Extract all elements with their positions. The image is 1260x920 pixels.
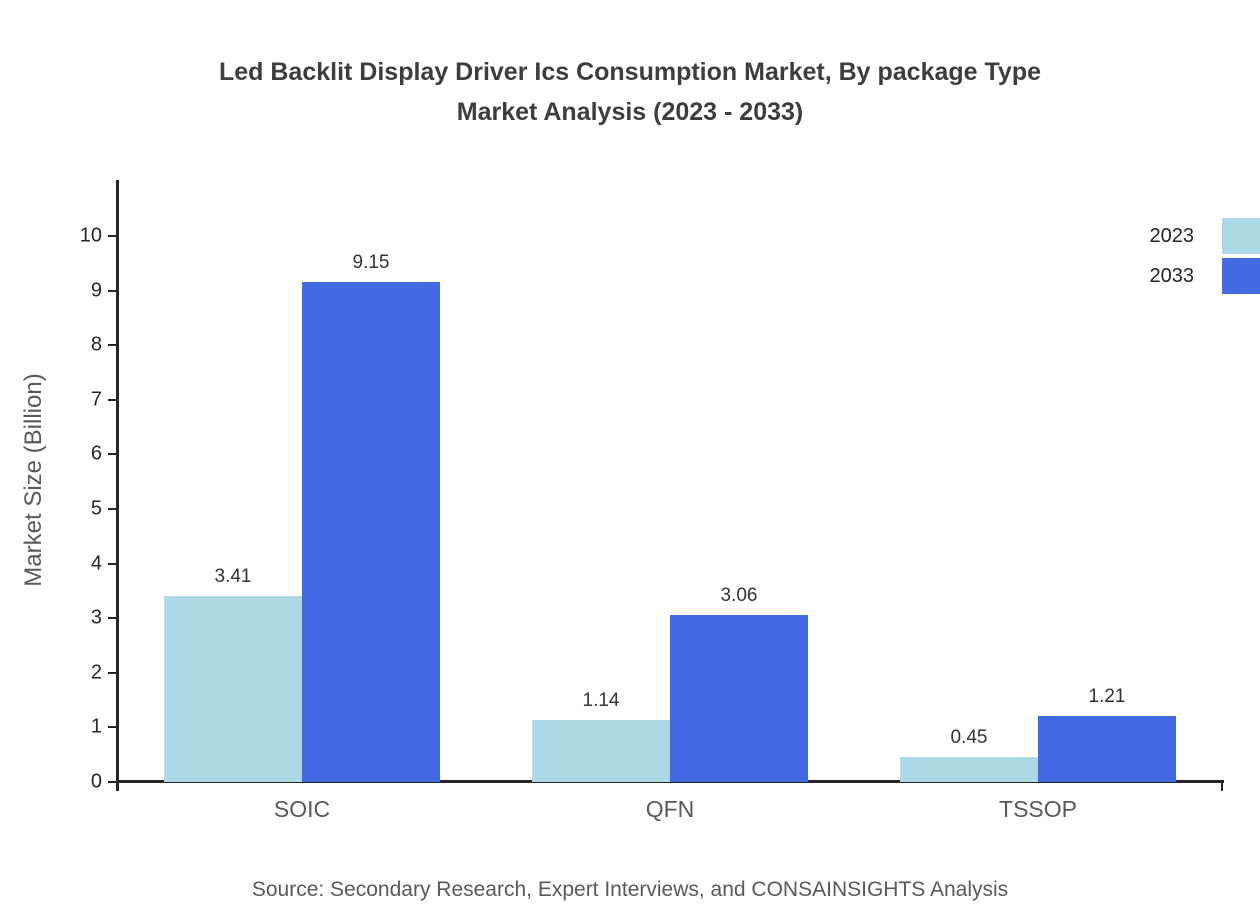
y-tick-label: 1 <box>90 715 102 738</box>
y-tick-mark <box>108 617 117 620</box>
x-category-label-soic: SOIC <box>273 796 331 822</box>
legend-label: 2033 <box>1149 264 1195 287</box>
y-tick-mark <box>108 344 117 347</box>
y-tick-label: 0 <box>90 770 102 793</box>
y-tick-label: 3 <box>90 606 102 629</box>
y-tick-mark <box>108 289 117 292</box>
y-tick-label: 8 <box>90 333 102 356</box>
y-tick-mark <box>108 671 117 674</box>
y-axis-line <box>116 180 119 791</box>
y-tick-mark <box>108 562 117 565</box>
y-tick-mark <box>108 453 117 456</box>
x-category-label-tssop: TSSOP <box>999 796 1077 822</box>
bar-value-label: 3.41 <box>214 565 252 587</box>
y-tick-label: 4 <box>90 552 102 575</box>
legend-swatch <box>1222 218 1260 254</box>
x-tick-mark <box>117 782 119 791</box>
y-tick-label: 5 <box>90 497 102 520</box>
y-tick-label: 7 <box>90 388 102 411</box>
y-tick-mark <box>108 398 117 401</box>
legend: 2023 2033 <box>1150 218 1260 298</box>
legend-label: 2023 <box>1149 224 1195 247</box>
bar-2033-soic <box>302 282 440 782</box>
x-category-label-qfn: QFN <box>645 796 695 822</box>
legend-item-2023: 2023 <box>1150 218 1260 254</box>
bar-2023-qfn <box>532 719 670 782</box>
y-tick-label: 9 <box>90 279 102 302</box>
bar-2023-soic <box>164 595 302 782</box>
y-tick-mark <box>108 508 117 510</box>
bar-2033-qfn <box>670 614 808 782</box>
source-note: Source: Secondary Research, Expert Inter… <box>251 878 1009 901</box>
x-tick-mark <box>1221 782 1223 791</box>
y-tick-mark <box>108 726 117 729</box>
legend-swatch <box>1222 258 1260 294</box>
bar-value-label: 1.21 <box>1088 685 1126 707</box>
bar-value-label: 1.14 <box>582 689 620 711</box>
chart-title-line2: Market Analysis (2023 - 2033) <box>456 98 804 126</box>
y-tick-label: 10 <box>79 224 102 247</box>
y-tick-mark <box>108 235 117 237</box>
bar-2033-tssop <box>1038 715 1176 782</box>
y-tick-label: 2 <box>90 661 102 684</box>
chart-title-line1: Led Backlit Display Driver Ics Consumpti… <box>218 58 1042 86</box>
legend-item-2033: 2033 <box>1150 258 1260 294</box>
y-axis-label: Market Size (Billion) <box>20 373 47 587</box>
bar-value-label: 3.06 <box>720 584 758 606</box>
bar-value-label: 0.45 <box>950 727 988 749</box>
y-tick-label: 6 <box>90 442 102 465</box>
bar-value-label: 9.15 <box>352 252 390 274</box>
y-tick-mark <box>108 781 117 783</box>
chart-title: Led Backlit Display Driver Ics Consumpti… <box>0 52 1260 132</box>
bar-2023-tssop <box>900 757 1038 782</box>
